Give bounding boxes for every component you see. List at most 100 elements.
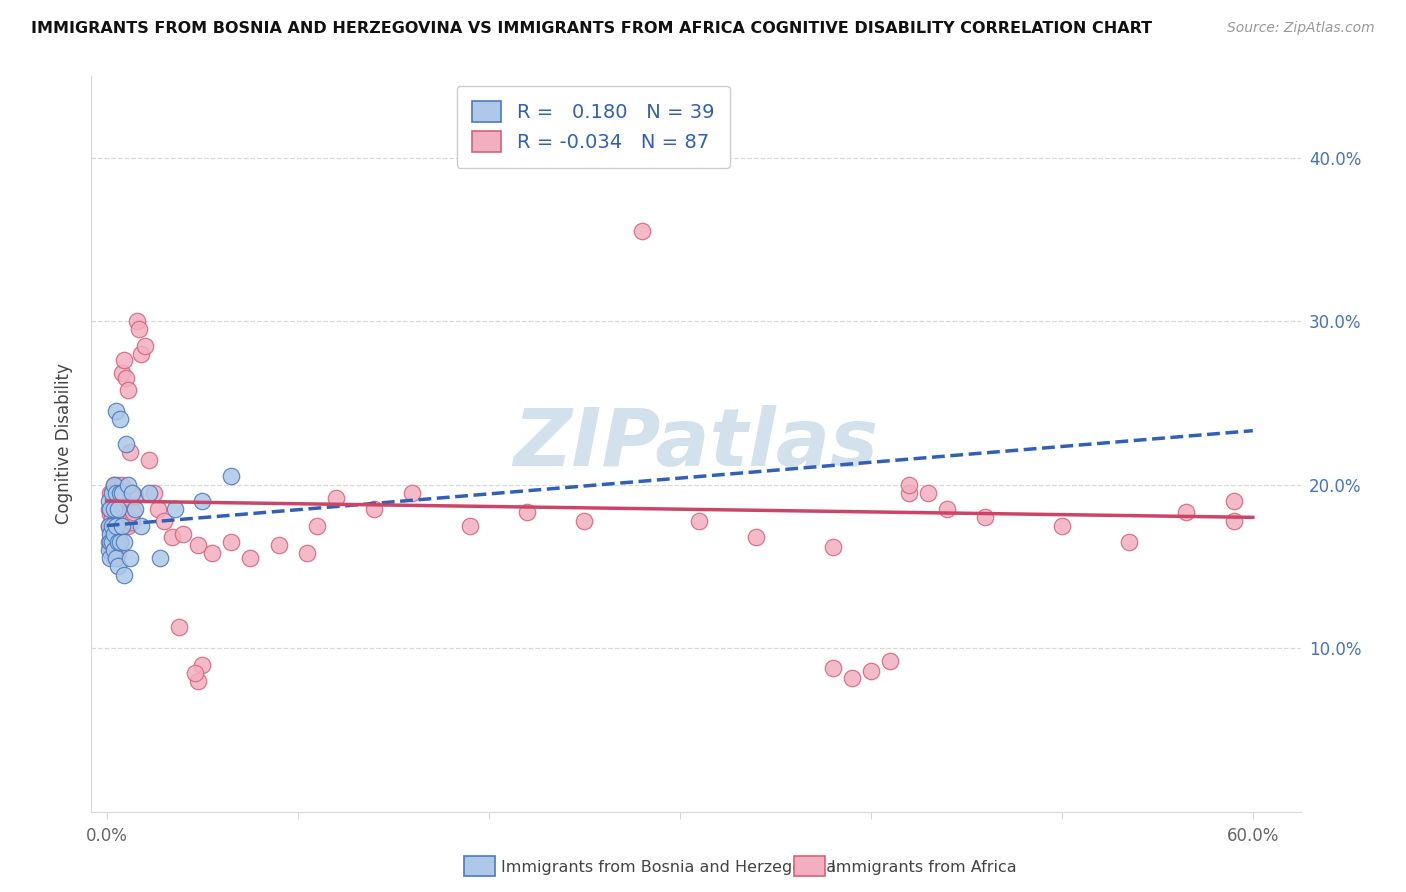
Point [111,510,134,524]
Point [363,502,385,516]
Point [100,540,122,554]
Point [160,530,183,544]
Point [1222,514,1244,528]
Point [108,534,131,549]
Point [101,548,124,562]
Point [118,514,141,528]
Point [101,534,124,549]
Point [105,485,128,500]
Point [103,518,125,533]
Point [111,518,134,533]
Point [100,534,122,549]
Point [100,507,122,521]
Point [107,477,129,491]
Point [936,502,959,516]
Point [516,505,538,519]
Point [165,502,187,516]
Point [191,494,214,508]
Point [108,412,131,426]
Point [821,540,844,554]
Point [117,518,139,533]
Point [1222,494,1244,508]
Point [107,502,129,516]
Point [118,445,141,459]
Point [101,518,124,533]
Point [103,477,125,491]
Point [1118,534,1140,549]
Point [111,485,134,500]
Point [118,551,141,566]
Point [107,559,129,574]
Point [974,510,997,524]
Point [114,507,136,521]
Text: Immigrants from Bosnia and Herzegovina: Immigrants from Bosnia and Herzegovina [501,860,835,874]
Point [124,502,146,516]
Point [127,314,149,328]
Point [105,510,128,524]
Point [183,665,205,680]
Point [111,477,134,491]
Point [101,485,124,500]
Point [134,338,156,352]
Point [97,543,120,558]
Point [97,494,120,508]
Point [101,526,124,541]
Point [122,505,145,519]
Point [187,538,209,552]
Point [101,510,124,524]
Point [108,534,131,549]
Point [112,567,135,582]
Point [630,224,652,238]
Point [97,534,120,549]
Point [105,404,128,418]
Point [117,383,139,397]
Point [897,485,920,500]
Point [121,515,143,529]
Point [129,347,152,361]
Point [143,485,166,500]
Point [401,485,423,500]
Point [167,620,190,634]
Point [105,518,128,533]
Point [112,518,135,533]
Point [187,673,209,688]
Point [124,489,146,503]
Point [100,526,122,541]
Point [97,518,120,533]
Text: ZIPatlas: ZIPatlas [513,405,879,483]
Point [128,322,150,336]
Point [821,661,844,675]
Point [100,485,122,500]
Point [149,551,172,566]
Y-axis label: Cognitive Disability: Cognitive Disability [55,363,73,524]
Point [97,502,120,516]
Point [107,502,129,516]
Point [153,514,176,528]
Point [103,477,125,491]
Point [105,530,128,544]
Point [325,491,347,505]
Point [107,524,129,538]
Point [688,514,710,528]
Point [138,485,160,500]
Point [105,551,128,566]
Point [107,534,129,549]
Point [458,518,481,533]
Point [172,526,194,541]
Point [101,485,124,500]
Point [191,657,214,672]
Point [100,551,122,566]
Point [129,518,152,533]
Point [105,491,128,505]
Point [112,534,135,549]
Point [108,485,131,500]
Point [107,546,129,560]
Point [117,477,139,491]
Text: Source: ZipAtlas.com: Source: ZipAtlas.com [1227,21,1375,35]
Point [841,671,863,685]
Point [112,494,135,508]
Text: Immigrants from Africa: Immigrants from Africa [831,860,1017,874]
Legend: R =   0.180   N = 39, R = -0.034   N = 87: R = 0.180 N = 39, R = -0.034 N = 87 [457,86,730,168]
Point [574,514,596,528]
Point [103,543,125,558]
